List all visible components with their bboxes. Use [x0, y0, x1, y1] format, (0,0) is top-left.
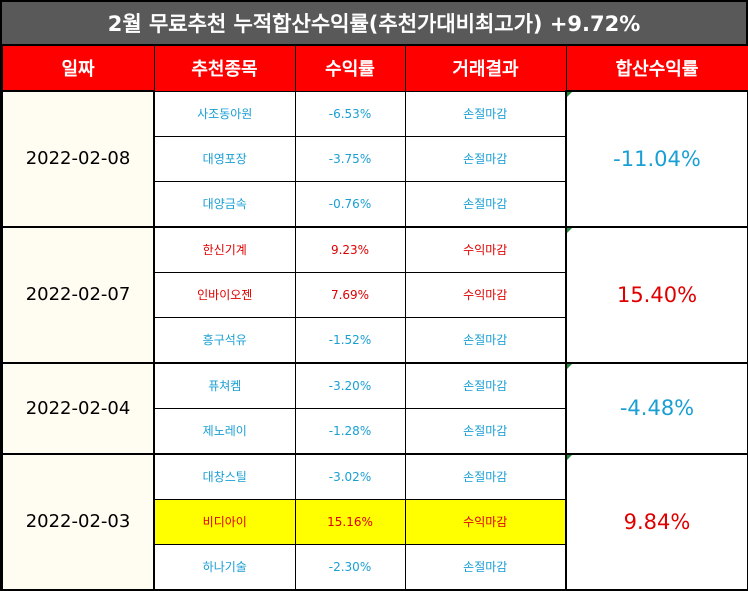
total-return-cell: -11.04%: [565, 90, 748, 228]
total-return-cell: -4.48%: [565, 361, 748, 455]
stock-cell: 제노레이: [153, 407, 296, 455]
stock-cell: 하나기술: [153, 543, 296, 591]
recommendation-table: 일짜 추천종목 수익률 거래결과 합산수익률 2022-02-08 사조동아원 -6…: [1, 45, 748, 591]
header-stock: 추천종목: [153, 45, 296, 92]
return-cell: 15.16%: [294, 498, 406, 545]
result-cell: 수익마감: [404, 498, 567, 545]
return-cell: -6.53%: [294, 90, 406, 137]
table-body: 2022-02-08 사조동아원 -6.53% 손절마감 -11.04% 대영포장 -3.7…: [1, 90, 748, 591]
stock-cell: 한신기계: [153, 226, 296, 273]
return-cell: 9.23%: [294, 226, 406, 273]
return-cell: -1.28%: [294, 407, 406, 455]
header-return: 수익률: [294, 45, 406, 92]
result-cell: 손절마감: [404, 407, 567, 455]
stock-cell: 비디아이: [153, 498, 296, 545]
return-cell: -3.02%: [294, 453, 406, 500]
cell-comment-marker-icon: [568, 92, 572, 97]
table-row: 비디아이 15.16% 수익마감: [2, 498, 748, 545]
date-cell: 2022-02-08: [1, 90, 155, 228]
header-date: 일짜: [1, 45, 155, 92]
date-cell: 2022-02-07: [1, 225, 155, 364]
result-cell: 손절마감: [404, 362, 567, 409]
total-return-cell: 15.40%: [565, 225, 748, 364]
table-row: 흥구석유 -1.52% 손절마감: [2, 316, 748, 364]
date-cell: 2022-02-04: [1, 361, 155, 455]
total-return-value: 15.40%: [616, 282, 698, 307]
header-row: 일짜 추천종목 수익률 거래결과 합산수익률: [1, 45, 748, 92]
table-row: 2022-02-03 대창스틸 -3.02% 손절마감 9.84%: [1, 452, 748, 591]
cell-comment-marker-icon: [568, 228, 572, 233]
table-row: 대영포장 -3.75% 손절마감: [2, 135, 748, 182]
result-cell: 수익마감: [404, 226, 567, 273]
return-cell: -3.20%: [294, 362, 406, 409]
stock-cell: 대영포장: [153, 135, 296, 182]
header-result: 거래결과: [404, 45, 567, 92]
result-cell: 손절마감: [404, 180, 567, 228]
stock-cell: 흥구석유: [153, 316, 296, 364]
table-row: 인바이오젠 7.69% 수익마감: [2, 271, 748, 318]
table-row: 제노레이 -1.28% 손절마감: [2, 407, 748, 455]
total-return-cell: 9.84%: [565, 452, 748, 591]
return-cell: -0.76%: [294, 180, 406, 228]
result-cell: 손절마감: [404, 453, 567, 500]
return-cell: -1.52%: [294, 316, 406, 364]
cell-comment-marker-icon: [568, 364, 572, 369]
table-row: 하나기술 -2.30% 손절마감: [2, 543, 748, 591]
result-cell: 손절마감: [404, 135, 567, 182]
return-cell: -2.30%: [294, 543, 406, 591]
stock-cell: 퓨쳐켐: [153, 362, 296, 409]
return-cell: -3.75%: [294, 135, 406, 182]
stock-cell: 인바이오젠: [153, 271, 296, 318]
stock-cell: 사조동아원: [153, 90, 296, 137]
table-row: 2022-02-07 한신기계 9.23% 수익마감 15.40%: [1, 225, 748, 364]
header-total: 합산수익률: [565, 45, 748, 92]
total-return-value: 9.84%: [623, 509, 691, 534]
result-cell: 수익마감: [404, 271, 567, 318]
total-return-value: -11.04%: [613, 146, 701, 171]
return-cell: 7.69%: [294, 271, 406, 318]
table-row: 2022-02-04 퓨쳐켐 -3.20% 손절마감 -4.48%: [1, 361, 748, 455]
total-return-value: -4.48%: [619, 396, 695, 420]
sheet-title: 2월 무료추천 누적합산수익률(추천가대비최고가) +9.72%: [2, 2, 746, 44]
table-row: 대양금속 -0.76% 손절마감: [2, 180, 748, 228]
table-row: 2022-02-08 사조동아원 -6.53% 손절마감 -11.04%: [1, 90, 748, 228]
stock-cell: 대양금속: [153, 180, 296, 228]
stock-cell: 대창스틸: [153, 453, 296, 500]
result-cell: 손절마감: [404, 543, 567, 591]
result-cell: 손절마감: [404, 316, 567, 364]
date-cell: 2022-02-03: [1, 452, 155, 591]
cell-comment-marker-icon: [568, 455, 572, 460]
result-cell: 손절마감: [404, 90, 567, 137]
